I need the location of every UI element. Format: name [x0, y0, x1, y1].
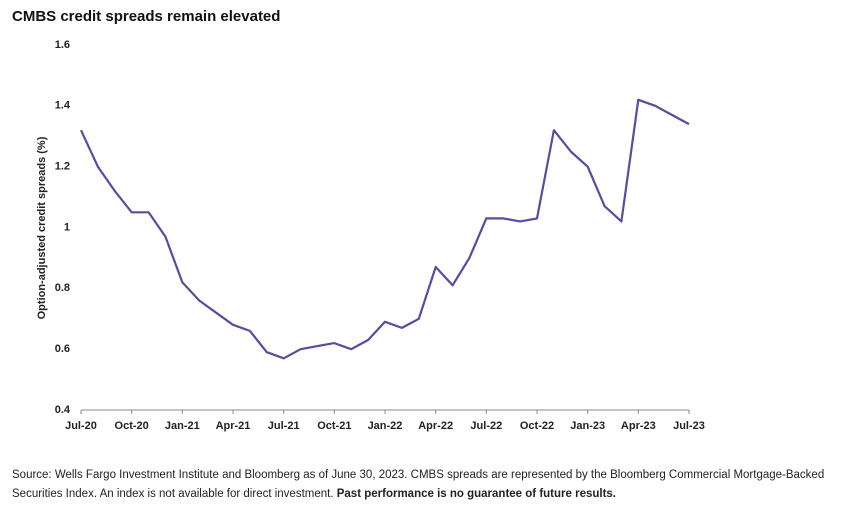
x-tick-label: Apr-22 — [418, 420, 453, 432]
y-tick-label: 1 — [64, 221, 70, 233]
y-axis-label: Option-adjusted credit spreads (%) — [36, 136, 48, 319]
source: Source: Wells Fargo Investment Institute… — [12, 469, 825, 500]
x-tick-label: Jul-22 — [470, 420, 502, 432]
x-tick-label: Jan-21 — [165, 420, 200, 432]
y-tick-label: 1.4 — [55, 100, 71, 112]
line — [80, 98, 690, 360]
x-tick-label: Jan-22 — [368, 420, 403, 432]
x-tick-label: Oct-21 — [317, 420, 351, 432]
chart: Option-adjusted credit spreads (%) 0.4 0.… — [36, 39, 705, 432]
x-tick-label: Apr-21 — [216, 420, 251, 432]
x-tick-label: Jul-21 — [268, 420, 300, 432]
x-tick-label: Jan-23 — [570, 420, 605, 432]
x-tick-label: Jul-20 — [65, 420, 97, 432]
y-tick-label: 0.6 — [55, 343, 70, 355]
y-tick-label: 1.6 — [55, 39, 70, 51]
y-tick-label: 0.4 — [55, 404, 71, 416]
x-tick-label: Apr-23 — [621, 420, 656, 432]
x-tick-label: Oct-20 — [115, 420, 149, 432]
y-tick-label: 0.8 — [55, 282, 70, 294]
y-tick-label: 1.2 — [55, 161, 70, 173]
disclaimer: Past performance is no guarantee of futu… — [336, 488, 616, 500]
x-tick-label: Oct-22 — [520, 420, 554, 432]
footnote: Source: Wells Fargo Investment Institute… — [12, 466, 832, 504]
chart-title: CMBS credit spreads remain elevated — [12, 8, 281, 25]
x-tick-label: Jul-23 — [673, 420, 705, 432]
